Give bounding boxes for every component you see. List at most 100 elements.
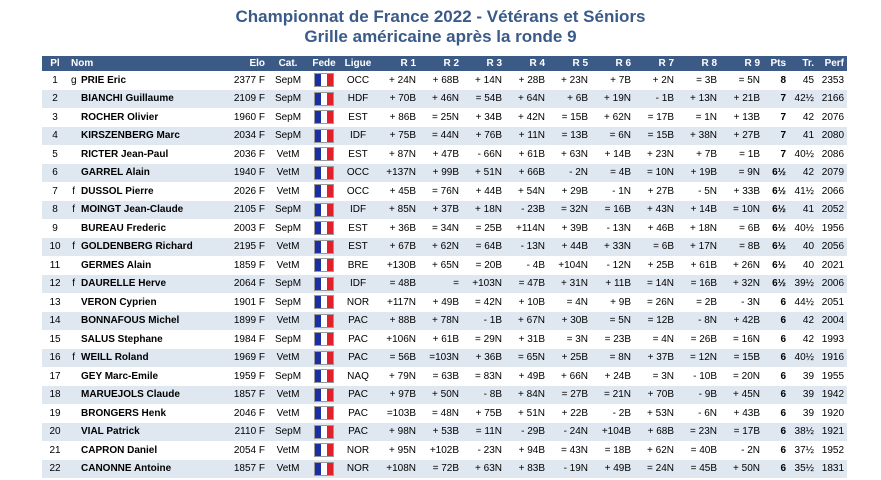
table-row: 6 GARREL Alain 1940 F VetM OCC +137N + 99B + 51… xyxy=(42,163,848,182)
round-result-cell: + 28B xyxy=(505,71,549,90)
points-cell: 6 xyxy=(763,311,790,330)
player-name-cell: ROCHER Olivier xyxy=(78,108,229,127)
round-result-cell: + 50N xyxy=(720,459,764,478)
league-cell: IDF xyxy=(340,274,377,293)
federation-cell xyxy=(308,404,341,423)
player-name-cell: WEILL Roland xyxy=(78,348,229,367)
table-row: 21 CAPRON Daniel 2054 F VetM NOR + 95N +102B - … xyxy=(42,441,848,460)
column-header: Perf xyxy=(817,56,848,71)
federation-cell xyxy=(308,71,341,90)
round-result-cell: +102B xyxy=(419,441,463,460)
performance-cell: 1952 xyxy=(817,441,848,460)
round-result-cell: + 97B xyxy=(376,385,420,404)
round-result-cell: + 53B xyxy=(419,422,463,441)
round-result-cell: + 61B xyxy=(505,145,549,164)
player-name-cell: GEY Marc-Emile xyxy=(78,367,229,386)
table-row: 7 f DUSSOL Pierre 2026 F VetM OCC + 45B = 76N + … xyxy=(42,182,848,201)
table-row: 17 GEY Marc-Emile 1959 F SepM NAQ + 79N = 63B =… xyxy=(42,367,848,386)
round-result-cell: - 4B xyxy=(505,256,549,275)
round-result-cell: = 21N xyxy=(591,385,635,404)
round-result-cell: + 10B xyxy=(505,293,549,312)
tiebreak-cell: 39½ xyxy=(789,274,818,293)
column-header: R 3 xyxy=(462,56,506,71)
rank-cell: 16 xyxy=(42,348,68,367)
round-result-cell: + 7B xyxy=(591,71,635,90)
france-flag-icon xyxy=(314,332,335,347)
tiebreak-cell: 39 xyxy=(789,404,818,423)
points-cell: 6½ xyxy=(763,237,790,256)
round-result-cell: = 48N xyxy=(419,404,463,423)
round-result-cell: + 32N xyxy=(720,274,764,293)
round-result-cell: + 95N xyxy=(376,441,420,460)
performance-cell: 2006 xyxy=(817,274,848,293)
column-header: Elo xyxy=(228,56,269,71)
table-row: 8 f MOINGT Jean-Claude 2105 F SepM IDF + 85N + … xyxy=(42,200,848,219)
round-result-cell: + 13N xyxy=(677,89,721,108)
round-result-cell: = 10N xyxy=(634,163,678,182)
france-flag-icon xyxy=(314,202,335,217)
round-result-cell: - 9B xyxy=(677,385,721,404)
league-cell: PAC xyxy=(340,404,377,423)
performance-cell: 2076 xyxy=(817,108,848,127)
tiebreak-cell: 41½ xyxy=(789,182,818,201)
round-result-cell: = 32N xyxy=(548,200,592,219)
elo-cell: 1857 F xyxy=(228,459,269,478)
performance-cell: 2079 xyxy=(817,163,848,182)
round-result-cell: = 29N xyxy=(462,330,506,349)
round-result-cell: = 3N xyxy=(634,367,678,386)
performance-cell: 1916 xyxy=(817,348,848,367)
round-result-cell: - 19N xyxy=(548,459,592,478)
federation-cell xyxy=(308,89,341,108)
table-row: 20 VIAL Patrick 2110 F SepM PAC + 98N + 53B = 1… xyxy=(42,422,848,441)
player-name-cell: PRIE Eric xyxy=(78,71,229,90)
rank-cell: 3 xyxy=(42,108,68,127)
title-cell xyxy=(68,459,78,478)
france-flag-icon xyxy=(314,369,335,384)
round-result-cell: = 20N xyxy=(720,367,764,386)
round-result-cell: + 37B xyxy=(419,200,463,219)
elo-cell: 1960 F xyxy=(228,108,269,127)
league-cell: NOR xyxy=(340,459,377,478)
player-name-cell: GARREL Alain xyxy=(78,163,229,182)
title-cell xyxy=(68,256,78,275)
round-result-cell: = 40B xyxy=(677,441,721,460)
player-name-cell: RICTER Jean-Paul xyxy=(78,145,229,164)
table-row: 2 BIANCHI Guillaume 2109 F SepM HDF + 70B + 46… xyxy=(42,89,848,108)
title-cell xyxy=(68,89,78,108)
round-result-cell: = 6B xyxy=(720,219,764,238)
points-cell: 6 xyxy=(763,422,790,441)
round-result-cell: + 9B xyxy=(591,293,635,312)
title-cell xyxy=(68,163,78,182)
round-result-cell: - 23N xyxy=(462,441,506,460)
round-result-cell: = 54B xyxy=(462,89,506,108)
round-result-cell: = 65N xyxy=(505,348,549,367)
league-cell: PAC xyxy=(340,348,377,367)
round-result-cell: - 10B xyxy=(677,367,721,386)
round-result-cell: = 26B xyxy=(677,330,721,349)
performance-cell: 2004 xyxy=(817,311,848,330)
france-flag-icon xyxy=(314,461,335,476)
round-result-cell: + 63N xyxy=(462,459,506,478)
title-cell xyxy=(68,126,78,145)
performance-cell: 1993 xyxy=(817,330,848,349)
league-cell: OCC xyxy=(340,71,377,90)
category-cell: VetM xyxy=(268,348,309,367)
round-result-cell: + 42B xyxy=(720,311,764,330)
round-result-cell: + 36B xyxy=(376,219,420,238)
round-result-cell: = 16B xyxy=(591,200,635,219)
round-result-cell: + 86B xyxy=(376,108,420,127)
round-result-cell: - 8N xyxy=(677,311,721,330)
round-result-cell: + 14B xyxy=(677,200,721,219)
round-result-cell: + 79N xyxy=(376,367,420,386)
player-name-cell: BRONGERS Henk xyxy=(78,404,229,423)
round-result-cell: = 27B xyxy=(548,385,592,404)
title-cell: g xyxy=(68,71,78,90)
round-result-cell: = 3N xyxy=(548,330,592,349)
round-result-cell: = 17B xyxy=(720,422,764,441)
title-cell: f xyxy=(68,237,78,256)
elo-cell: 1857 F xyxy=(228,385,269,404)
performance-cell: 2353 xyxy=(817,71,848,90)
france-flag-icon xyxy=(314,258,335,273)
federation-cell xyxy=(308,256,341,275)
title-cell xyxy=(68,385,78,404)
